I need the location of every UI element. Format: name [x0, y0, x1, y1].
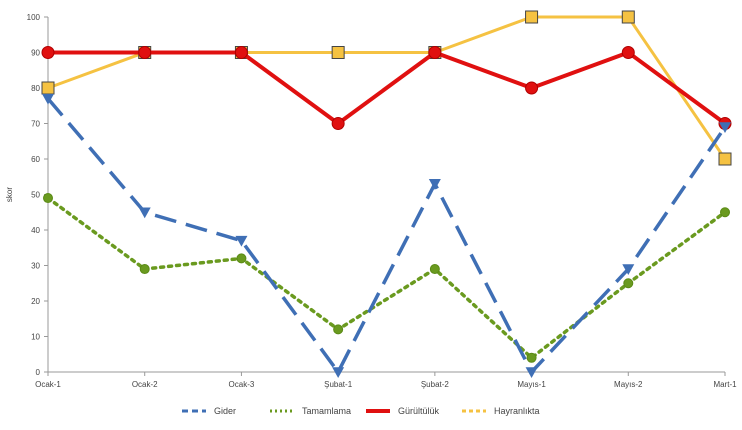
point-marker	[138, 207, 151, 219]
legend-label: Gürültülük	[398, 406, 440, 416]
y-tick-label: 80	[31, 84, 40, 93]
point-marker	[720, 207, 730, 218]
legend-item: Gürültülük	[366, 406, 440, 416]
point-marker	[525, 367, 538, 378]
legend: Gider Tamamlama Gürültülük Hayranlıkta	[182, 406, 540, 416]
y-tick-label: 20	[31, 297, 40, 306]
point-marker	[429, 264, 440, 275]
point-marker	[139, 264, 150, 275]
y-tick-label: 50	[31, 191, 40, 200]
point-marker	[525, 10, 539, 24]
x-tick-label: Şubat-2	[421, 380, 450, 389]
point-marker	[235, 235, 248, 247]
y-tick-label: 70	[31, 120, 40, 129]
point-marker	[333, 324, 344, 335]
legend-item: Hayranlıkta	[462, 406, 540, 416]
point-marker	[428, 179, 441, 190]
point-marker	[526, 352, 537, 363]
x-tick-label: Ocak-2	[132, 380, 158, 389]
point-marker	[43, 193, 53, 204]
x-tick-label: Şubat-1	[324, 380, 353, 389]
legend-label: Gider	[214, 406, 236, 416]
x-tick-label: Ocak-1	[35, 380, 61, 389]
series-line	[48, 50, 727, 126]
x-tick-label: Mayıs-2	[614, 380, 643, 389]
point-marker	[718, 152, 732, 166]
legend-item: Tamamlama	[270, 406, 351, 416]
point-marker	[623, 278, 634, 289]
series-line	[46, 97, 727, 374]
legend-label: Tamamlama	[302, 406, 351, 416]
point-marker	[525, 81, 539, 95]
y-tick-label: 10	[31, 333, 40, 342]
y-tick-label: 0	[36, 368, 41, 377]
x-tick-label: Ocak-3	[229, 380, 255, 389]
y-tick-label: 60	[31, 155, 40, 164]
point-marker	[332, 367, 345, 378]
point-marker	[331, 117, 345, 130]
series-gürültülük	[41, 46, 732, 130]
legend-item: Gider	[182, 406, 236, 416]
point-marker	[236, 253, 247, 264]
series-tamamlama	[43, 193, 730, 363]
y-tick-label: 30	[31, 262, 40, 271]
y-tick-label: 100	[27, 13, 41, 22]
x-tick-label: Mayıs-1	[517, 380, 546, 389]
point-marker	[41, 46, 55, 59]
x-tick-label: Mart-1	[713, 380, 737, 389]
point-marker	[331, 46, 345, 59]
point-marker	[621, 46, 635, 59]
y-tick-label: 90	[31, 49, 40, 58]
y-axis-label: skor	[5, 187, 14, 202]
y-tick-label: 40	[31, 226, 40, 235]
legend-label: Hayranlıkta	[494, 406, 540, 416]
point-marker	[621, 10, 635, 24]
point-marker	[41, 81, 55, 95]
point-marker	[428, 46, 442, 59]
point-marker	[138, 46, 152, 59]
axes: 0 10 20 30 40 50 60 70 80 90 100 Ocak-1 Ocak-2 Ocak-3…	[5, 13, 737, 389]
series-line	[46, 196, 727, 360]
point-marker	[42, 93, 54, 105]
point-marker	[234, 46, 248, 59]
series-gider	[42, 93, 731, 378]
point-marker	[622, 264, 635, 276]
series-lines	[41, 10, 732, 378]
point-marker	[719, 122, 731, 134]
